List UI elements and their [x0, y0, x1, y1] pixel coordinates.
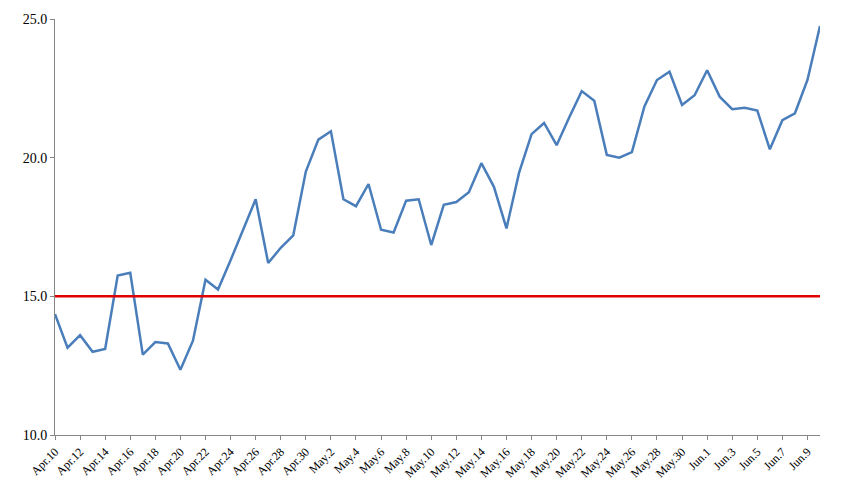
svg-text:15.0: 15.0 [23, 289, 48, 304]
svg-text:Apr.16: Apr.16 [103, 445, 136, 478]
svg-text:May.18: May.18 [502, 445, 538, 481]
svg-text:May.26: May.26 [603, 445, 639, 481]
svg-text:May.10: May.10 [402, 445, 438, 481]
svg-text:May.22: May.22 [553, 445, 589, 481]
svg-text:May.16: May.16 [477, 445, 513, 481]
svg-text:May.4: May.4 [331, 445, 362, 476]
svg-text:Apr.24: Apr.24 [204, 445, 237, 478]
svg-text:May.24: May.24 [578, 445, 614, 481]
svg-text:10.0: 10.0 [23, 428, 48, 443]
svg-text:Apr.28: Apr.28 [254, 445, 287, 478]
svg-text:Jun.5: Jun.5 [736, 445, 764, 473]
svg-text:May.30: May.30 [653, 445, 689, 481]
svg-text:Apr.20: Apr.20 [154, 445, 187, 478]
svg-text:May.2: May.2 [306, 445, 337, 476]
svg-text:Apr.22: Apr.22 [179, 445, 212, 478]
svg-text:May.28: May.28 [628, 445, 664, 481]
svg-text:Apr.10: Apr.10 [28, 445, 61, 478]
svg-text:Apr.30: Apr.30 [279, 445, 312, 478]
svg-text:Apr.14: Apr.14 [78, 445, 111, 478]
svg-text:May.20: May.20 [527, 445, 563, 481]
svg-text:May.8: May.8 [381, 445, 412, 476]
svg-text:Apr.26: Apr.26 [229, 445, 262, 478]
svg-text:Apr.18: Apr.18 [128, 445, 161, 478]
svg-text:Jun.3: Jun.3 [711, 445, 739, 473]
svg-text:20.0: 20.0 [23, 151, 48, 166]
svg-text:Jun.1: Jun.1 [685, 445, 713, 473]
svg-text:May.6: May.6 [356, 445, 387, 476]
svg-text:May.12: May.12 [427, 445, 463, 481]
svg-text:Apr.12: Apr.12 [53, 445, 86, 478]
svg-text:Jun.7: Jun.7 [761, 445, 789, 473]
svg-text:Jun.9: Jun.9 [786, 445, 814, 473]
svg-text:25.0: 25.0 [23, 12, 48, 27]
svg-text:May.14: May.14 [452, 445, 488, 481]
